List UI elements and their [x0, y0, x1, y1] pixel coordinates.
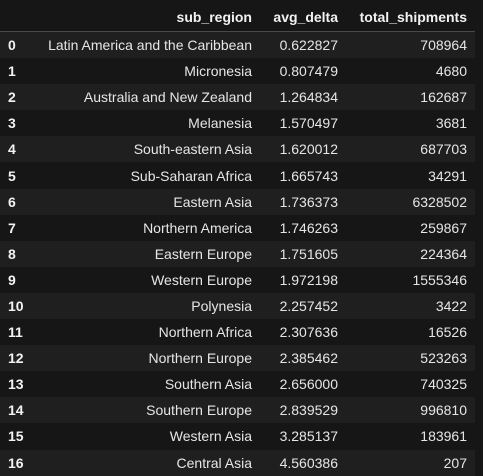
- row-index: 9: [0, 267, 34, 293]
- table-row: 11 Northern Africa 2.307636 16526: [0, 319, 475, 345]
- row-index: 3: [0, 110, 34, 136]
- dataframe-table: sub_region avg_delta total_shipments 0 La…: [0, 3, 475, 476]
- row-index: 13: [0, 371, 34, 397]
- cell-sub-region: Latin America and the Caribbean: [34, 32, 260, 59]
- cell-total-shipments: 6328502: [346, 189, 475, 215]
- cell-avg-delta: 1.665743: [260, 162, 346, 188]
- cell-avg-delta: 1.620012: [260, 136, 346, 162]
- cell-avg-delta: 4.560386: [260, 450, 346, 476]
- row-index: 0: [0, 32, 34, 59]
- cell-sub-region: Central Asia: [34, 450, 260, 476]
- table-row: 12 Northern Europe 2.385462 523263: [0, 345, 475, 371]
- cell-total-shipments: 162687: [346, 84, 475, 110]
- cell-sub-region: South-eastern Asia: [34, 136, 260, 162]
- cell-total-shipments: 207: [346, 450, 475, 476]
- cell-sub-region: Eastern Europe: [34, 241, 260, 267]
- cell-total-shipments: 259867: [346, 215, 475, 241]
- cell-sub-region: Polynesia: [34, 293, 260, 319]
- table-row: 6 Eastern Asia 1.736373 6328502: [0, 189, 475, 215]
- table-header: sub_region avg_delta total_shipments: [0, 3, 475, 32]
- cell-sub-region: Northern America: [34, 215, 260, 241]
- header-row: sub_region avg_delta total_shipments: [0, 3, 475, 32]
- cell-sub-region: Eastern Asia: [34, 189, 260, 215]
- cell-sub-region: Western Asia: [34, 423, 260, 449]
- cell-avg-delta: 2.385462: [260, 345, 346, 371]
- cell-sub-region: Northern Africa: [34, 319, 260, 345]
- row-index: 4: [0, 136, 34, 162]
- cell-total-shipments: 523263: [346, 345, 475, 371]
- row-index: 6: [0, 189, 34, 215]
- cell-sub-region: Southern Asia: [34, 371, 260, 397]
- table-row: 3 Melanesia 1.570497 3681: [0, 110, 475, 136]
- row-index: 16: [0, 450, 34, 476]
- table-row: 0 Latin America and the Caribbean 0.622827…: [0, 32, 475, 59]
- row-index: 15: [0, 423, 34, 449]
- cell-total-shipments: 16526: [346, 319, 475, 345]
- cell-avg-delta: 1.751605: [260, 241, 346, 267]
- notebook-output: sub_region avg_delta total_shipments 0 La…: [0, 0, 483, 450]
- cell-sub-region: Micronesia: [34, 58, 260, 84]
- cell-total-shipments: 4680: [346, 58, 475, 84]
- column-header-sub-region: sub_region: [34, 3, 260, 32]
- cell-avg-delta: 1.972198: [260, 267, 346, 293]
- cell-sub-region: Melanesia: [34, 110, 260, 136]
- table-row: 16 Central Asia 4.560386 207: [0, 450, 475, 476]
- table-row: 1 Micronesia 0.807479 4680: [0, 58, 475, 84]
- cell-total-shipments: 1555346: [346, 267, 475, 293]
- cell-avg-delta: 1.264834: [260, 84, 346, 110]
- cell-avg-delta: 2.257452: [260, 293, 346, 319]
- row-index: 1: [0, 58, 34, 84]
- table-row: 13 Southern Asia 2.656000 740325: [0, 371, 475, 397]
- cell-total-shipments: 996810: [346, 397, 475, 423]
- cell-sub-region: Sub-Saharan Africa: [34, 162, 260, 188]
- cell-avg-delta: 1.570497: [260, 110, 346, 136]
- cell-avg-delta: 2.839529: [260, 397, 346, 423]
- cell-avg-delta: 3.285137: [260, 423, 346, 449]
- table-row: 4 South-eastern Asia 1.620012 687703: [0, 136, 475, 162]
- cell-sub-region: Western Europe: [34, 267, 260, 293]
- cell-total-shipments: 34291: [346, 162, 475, 188]
- table-row: 15 Western Asia 3.285137 183961: [0, 423, 475, 449]
- cell-sub-region: Australia and New Zealand: [34, 84, 260, 110]
- cell-avg-delta: 1.736373: [260, 189, 346, 215]
- row-index: 11: [0, 319, 34, 345]
- cell-total-shipments: 3422: [346, 293, 475, 319]
- cell-total-shipments: 708964: [346, 32, 475, 59]
- cell-total-shipments: 740325: [346, 371, 475, 397]
- table-body: 0 Latin America and the Caribbean 0.622827…: [0, 32, 475, 476]
- table-row: 10 Polynesia 2.257452 3422: [0, 293, 475, 319]
- cell-avg-delta: 0.807479: [260, 58, 346, 84]
- cell-avg-delta: 0.622827: [260, 32, 346, 59]
- table-row: 9 Western Europe 1.972198 1555346: [0, 267, 475, 293]
- table-row: 7 Northern America 1.746263 259867: [0, 215, 475, 241]
- row-index: 10: [0, 293, 34, 319]
- row-index: 7: [0, 215, 34, 241]
- row-index: 2: [0, 84, 34, 110]
- cell-sub-region: Northern Europe: [34, 345, 260, 371]
- cell-total-shipments: 183961: [346, 423, 475, 449]
- table-row: 8 Eastern Europe 1.751605 224364: [0, 241, 475, 267]
- cell-total-shipments: 224364: [346, 241, 475, 267]
- cell-avg-delta: 2.656000: [260, 371, 346, 397]
- row-index: 8: [0, 241, 34, 267]
- column-header-avg-delta: avg_delta: [260, 3, 346, 32]
- cell-avg-delta: 1.746263: [260, 215, 346, 241]
- cell-avg-delta: 2.307636: [260, 319, 346, 345]
- cell-total-shipments: 687703: [346, 136, 475, 162]
- table-row: 5 Sub-Saharan Africa 1.665743 34291: [0, 162, 475, 188]
- column-header-total-shipments: total_shipments: [346, 3, 475, 32]
- cell-total-shipments: 3681: [346, 110, 475, 136]
- cell-sub-region: Southern Europe: [34, 397, 260, 423]
- table-row: 2 Australia and New Zealand 1.264834 162687: [0, 84, 475, 110]
- row-index: 12: [0, 345, 34, 371]
- row-index: 14: [0, 397, 34, 423]
- table-row: 14 Southern Europe 2.839529 996810: [0, 397, 475, 423]
- index-header: [0, 3, 34, 32]
- row-index: 5: [0, 162, 34, 188]
